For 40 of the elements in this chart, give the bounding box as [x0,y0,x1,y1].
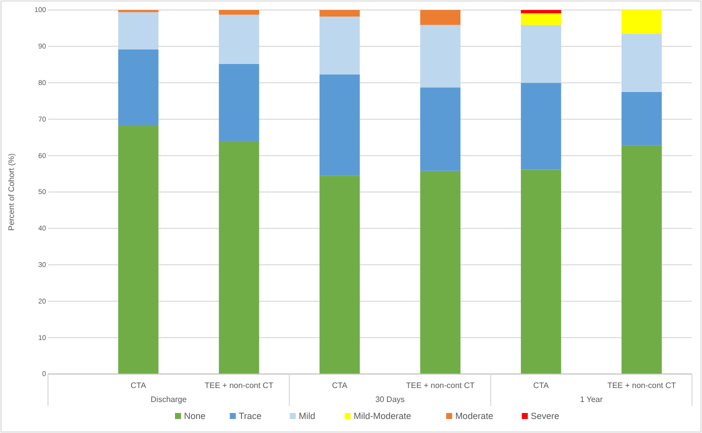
bar [520,82,562,170]
x-tick-label: TEE + non-cont CT [406,381,475,390]
legend-label: Mild [298,411,316,421]
bar [622,145,662,374]
bar [520,10,562,14]
y-axis-title: Percent of Cohort (%) [7,152,16,231]
bar [622,34,662,92]
bar [218,64,260,142]
bar [420,170,460,374]
text: 1 Year [580,395,604,404]
bar [118,12,158,50]
x-tick-label: CTA [533,381,550,390]
text: 30 Days [375,395,405,404]
legend-label: Severe [530,411,560,421]
bar [320,74,360,176]
x-tick-label: TEE + non-cont CT [204,381,274,390]
bar [320,176,360,374]
bar [520,24,562,83]
legend-label: None [184,411,206,421]
bar [420,88,460,171]
bar [520,170,562,374]
legend-label: Trace [238,411,262,421]
bar [218,14,260,64]
bar [520,13,562,25]
bar [622,10,662,34]
bar [320,10,360,17]
x-tick-label: CTA [332,381,348,390]
bar [420,10,460,25]
legend-label: Mild-Moderate [354,411,412,421]
legend-label: Moderate [455,411,494,421]
bar [320,16,360,74]
bar [420,24,460,88]
bar [118,49,158,126]
bar [118,125,158,374]
x-tick-label: CTA [130,381,147,390]
bar [218,10,260,15]
x-tick-label: TEE + non-cont CT [607,381,676,390]
bar [218,141,260,374]
bar [622,92,662,146]
text: Discharge [150,395,188,404]
